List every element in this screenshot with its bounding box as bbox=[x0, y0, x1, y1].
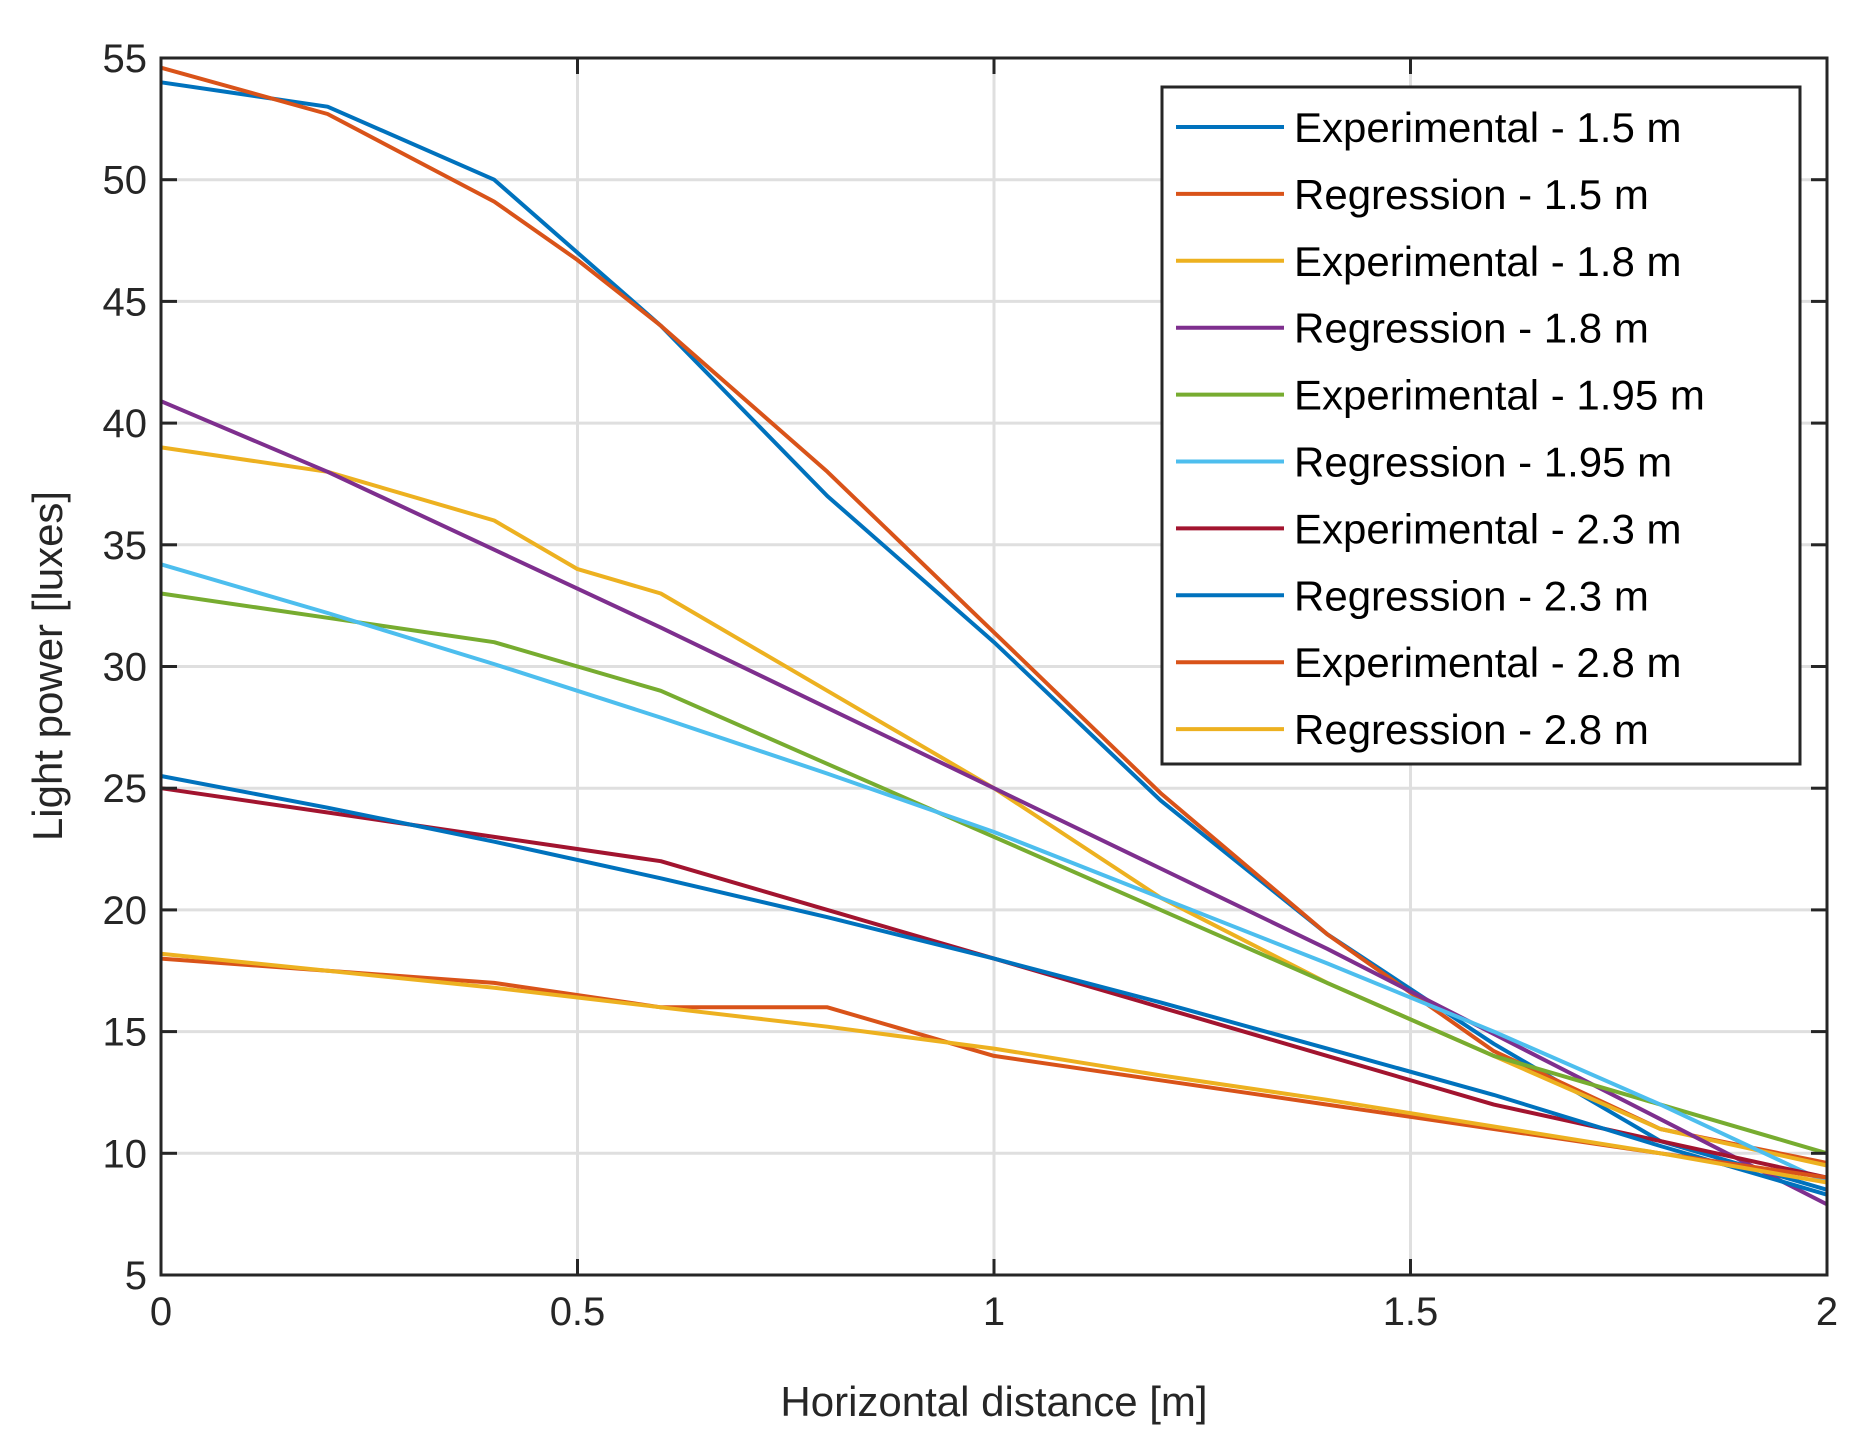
y-axis-tick-labels: 5 10 15 20 25 30 35 40 45 50 55 bbox=[103, 37, 148, 1298]
legend-label: Experimental - 1.8 m bbox=[1294, 238, 1681, 285]
y-tick-label: 25 bbox=[103, 767, 148, 811]
legend-label: Regression - 2.8 m bbox=[1294, 706, 1649, 753]
x-tick-label: 1.5 bbox=[1383, 1290, 1439, 1334]
y-tick-label: 35 bbox=[103, 524, 148, 568]
x-axis-title: Horizontal distance [m] bbox=[780, 1378, 1207, 1425]
series-line-5 bbox=[160, 591, 1828, 1156]
series-line-4 bbox=[160, 399, 1828, 1207]
legend-label: Experimental - 1.5 m bbox=[1294, 104, 1681, 151]
y-tick-label: 55 bbox=[103, 37, 148, 81]
y-tick-label: 10 bbox=[103, 1132, 148, 1176]
legend: Experimental - 1.5 m Regression - 1.5 m Ex… bbox=[1160, 85, 1802, 766]
x-tick-label: 0 bbox=[150, 1290, 172, 1334]
y-tick-label: 20 bbox=[103, 889, 148, 933]
legend-label: Regression - 1.8 m bbox=[1294, 305, 1649, 352]
series-line-10 bbox=[160, 951, 1828, 1185]
series-lines bbox=[160, 65, 1828, 1207]
legend-label: Experimental - 2.8 m bbox=[1294, 639, 1681, 686]
y-tick-label: 30 bbox=[103, 646, 148, 690]
legend-box bbox=[1160, 85, 1802, 766]
legend-item: Experimental - 1.5 m bbox=[1176, 104, 1681, 151]
legend-item: Experimental - 1.8 m bbox=[1176, 238, 1681, 285]
legend-item: Regression - 2.8 m bbox=[1176, 706, 1649, 753]
legend-label: Experimental - 1.95 m bbox=[1294, 372, 1705, 419]
series-line-8 bbox=[160, 774, 1828, 1197]
legend-item: Regression - 1.95 m bbox=[1176, 439, 1672, 486]
legend-label: Regression - 2.3 m bbox=[1294, 572, 1649, 619]
legend-item: Regression - 1.8 m bbox=[1176, 305, 1649, 352]
x-axis-tick-labels: 0 0.5 1 1.5 2 bbox=[150, 1290, 1838, 1334]
y-tick-label: 45 bbox=[103, 280, 148, 324]
x-tick-label: 2 bbox=[1816, 1290, 1838, 1334]
legend-item: Experimental - 1.95 m bbox=[1176, 372, 1705, 419]
legend-item: Regression - 2.3 m bbox=[1176, 572, 1649, 619]
y-axis-title: Light power [luxes] bbox=[24, 491, 71, 841]
y-tick-label: 40 bbox=[103, 402, 148, 446]
legend-item: Experimental - 2.3 m bbox=[1176, 505, 1681, 552]
legend-label: Regression - 1.95 m bbox=[1294, 439, 1672, 486]
axis-ticks bbox=[159, 56, 1829, 1277]
legend-label: Experimental - 2.3 m bbox=[1294, 505, 1681, 552]
x-tick-label: 0.5 bbox=[550, 1290, 606, 1334]
series-line-3 bbox=[160, 445, 1828, 1168]
legend-item: Experimental - 2.8 m bbox=[1176, 639, 1681, 686]
series-line-6 bbox=[160, 562, 1828, 1185]
y-tick-label: 50 bbox=[103, 159, 148, 203]
legend-label: Regression - 1.5 m bbox=[1294, 171, 1649, 218]
y-tick-label: 15 bbox=[103, 1011, 148, 1055]
legend-items: Experimental - 1.5 m Regression - 1.5 m Ex… bbox=[1176, 104, 1705, 753]
y-tick-label: 5 bbox=[125, 1254, 147, 1298]
x-tick-label: 1 bbox=[983, 1290, 1005, 1334]
legend-item: Regression - 1.5 m bbox=[1176, 171, 1649, 218]
